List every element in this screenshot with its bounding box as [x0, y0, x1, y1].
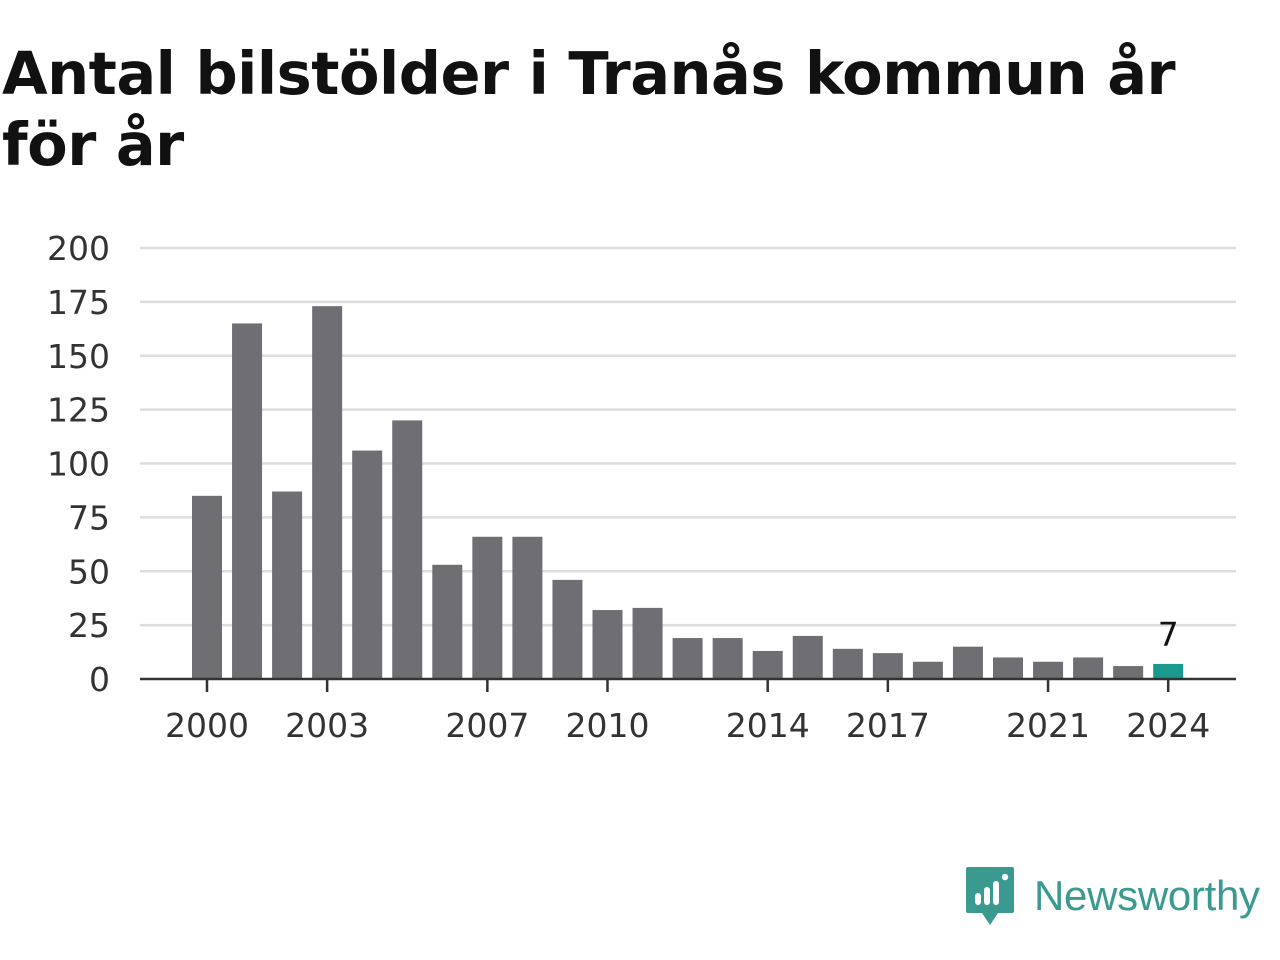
x-tick-label: 2010 [566, 706, 650, 745]
bar [1033, 661, 1064, 679]
bar [472, 536, 503, 679]
x-axis-ticks: 2000 2003 2007 2010 2014 2017 2021 2024 [165, 679, 1210, 745]
x-tick-label: 2000 [165, 706, 249, 745]
bar [1073, 657, 1104, 679]
brand-logo: Newsworthy [964, 864, 1260, 928]
gridlines [140, 246, 1236, 627]
y-tick-label: 0 [89, 660, 110, 699]
x-tick-label: 2021 [1006, 706, 1090, 745]
y-tick-label: 50 [68, 552, 110, 591]
y-tick-label: 25 [68, 606, 110, 645]
bar [272, 491, 303, 679]
bar [672, 638, 703, 679]
bar [952, 646, 983, 679]
data-label: 7 [1158, 615, 1179, 654]
y-axis-ticks: 0 25 50 75 100 125 150 175 200 [47, 229, 110, 699]
x-tick-label: 2003 [285, 706, 369, 745]
x-tick-label: 2007 [445, 706, 529, 745]
bar [512, 536, 543, 679]
bar [872, 653, 903, 679]
y-tick-label: 150 [47, 337, 110, 376]
y-tick-label: 175 [47, 283, 110, 322]
bar [792, 635, 823, 679]
x-tick-label: 2024 [1126, 706, 1210, 745]
bar [552, 579, 583, 679]
y-tick-label: 200 [47, 229, 110, 268]
bar [712, 638, 743, 679]
chart-title: Antal bilstölder i Tranås kommun år för … [2, 39, 1176, 179]
bar-highlight [1153, 663, 1184, 679]
bar [832, 648, 863, 679]
bar [392, 420, 423, 679]
brand-name: Newsworthy [1034, 872, 1260, 919]
x-tick-label: 2014 [726, 706, 810, 745]
bar [352, 450, 383, 679]
bar [752, 650, 783, 679]
y-tick-label: 100 [47, 445, 110, 484]
bar [1113, 666, 1144, 679]
bar [912, 661, 943, 679]
bar [312, 306, 343, 679]
bar [592, 610, 623, 679]
bar [632, 607, 663, 679]
bar [192, 495, 222, 679]
bars [192, 306, 1184, 679]
bar [993, 657, 1023, 679]
y-tick-label: 125 [47, 391, 110, 430]
newsworthy-bar-chart-logo-icon [966, 867, 1014, 925]
bar [232, 323, 263, 679]
bar [432, 564, 463, 679]
x-tick-label: 2017 [846, 706, 930, 745]
data-labels: 7 [1158, 615, 1179, 654]
y-tick-label: 75 [68, 498, 110, 537]
